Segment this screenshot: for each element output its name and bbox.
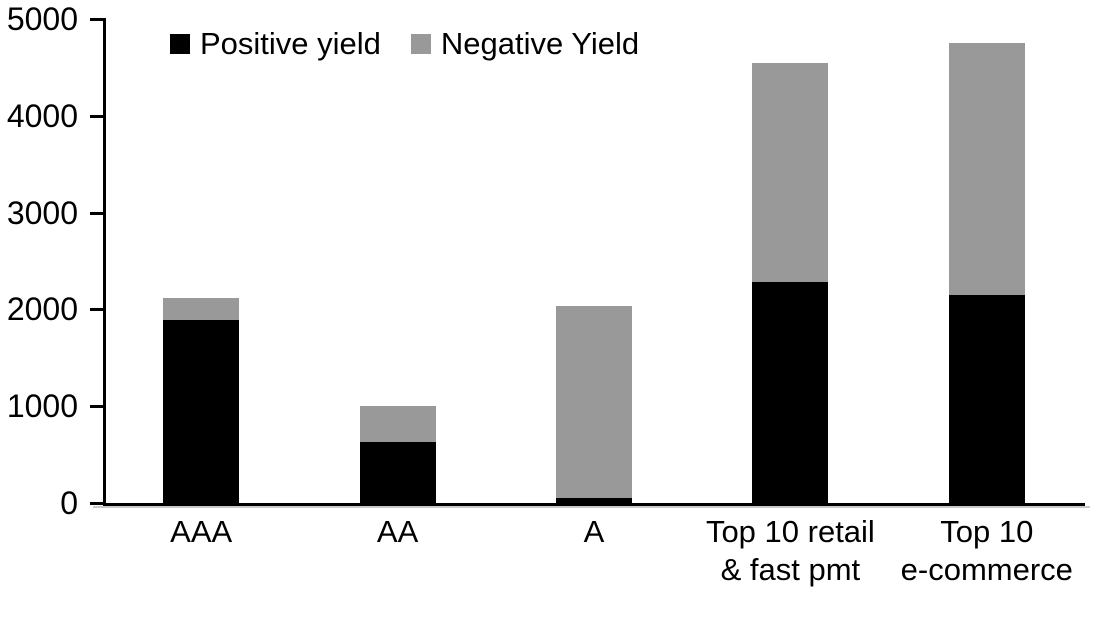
axis-shadow-line [93, 506, 1090, 508]
bar-segment-negative-1 [163, 297, 240, 321]
legend: Positive yield Negative Yield [170, 28, 639, 59]
legend-swatch-negative-icon [410, 33, 431, 54]
legend-label-positive: Positive yield [200, 26, 381, 61]
x-axis-category-label: AA [376, 514, 419, 549]
x-axis-line [103, 503, 1085, 506]
bar-segment-positive-5 [948, 294, 1025, 503]
y-axis-tick-mark [90, 308, 103, 312]
bar-segment-negative-4 [752, 62, 829, 283]
bar-segment-negative-3 [556, 306, 632, 499]
y-axis-tick-label: 5000 [6, 1, 78, 37]
y-axis-tick-mark [90, 114, 103, 118]
y-axis-tick-label: 2000 [6, 291, 78, 328]
legend-label-negative: Negative Yield [440, 26, 640, 61]
bar-segment-negative-2 [359, 406, 436, 442]
bar-segment-negative-5 [948, 43, 1025, 295]
y-axis-line [103, 18, 106, 506]
y-axis-tick-label: 0 [60, 485, 78, 521]
y-axis-tick-mark [90, 211, 103, 215]
x-axis-category-label: Top 10 retail & fast pmt [705, 514, 875, 587]
y-axis-tick-mark [90, 18, 103, 21]
y-axis-tick-label: 1000 [6, 388, 78, 425]
bar-segment-positive-2 [359, 442, 436, 503]
y-axis-tick-mark [90, 405, 103, 409]
y-axis-tick-label: 4000 [6, 97, 78, 134]
legend-item-positive-yield: Positive yield [170, 28, 381, 59]
y-axis-tick-label: 3000 [6, 194, 78, 231]
x-axis-category-label: AAA [170, 514, 233, 549]
legend-swatch-positive-icon [170, 33, 190, 54]
x-axis-category-label: Top 10 e-commerce [900, 514, 1073, 587]
bar-segment-positive-1 [163, 320, 240, 503]
y-axis-tick-mark [90, 502, 103, 505]
x-axis-category-label: A [583, 514, 605, 549]
bar-segment-positive-4 [752, 282, 829, 503]
legend-item-negative-yield: Negative Yield [410, 26, 640, 61]
bar-segment-positive-3 [556, 498, 632, 503]
